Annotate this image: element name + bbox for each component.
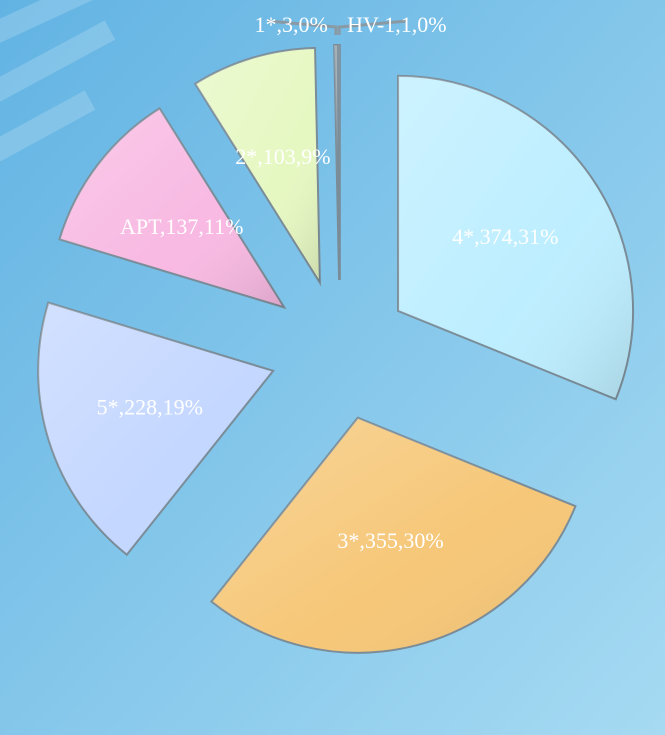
- slice-label: 4*,374,31%: [452, 224, 558, 249]
- slice-label: APT,137,11%: [120, 214, 243, 239]
- slice-shade: [334, 45, 340, 281]
- slice-label: 1*,3,0%: [255, 12, 328, 37]
- slice-shade: [211, 417, 576, 653]
- slice-shade: [338, 45, 340, 281]
- slice-label: HV-1,1,0%: [347, 12, 446, 37]
- decor-stripes: [0, 0, 116, 162]
- slice-label: 2*,103,9%: [235, 144, 330, 169]
- slice-label: 5*,228,19%: [97, 394, 203, 419]
- slice-shade: [59, 108, 285, 308]
- slice-label: 3*,355,30%: [337, 528, 443, 553]
- leader-line: [337, 19, 408, 36]
- slice-shade: [195, 47, 320, 283]
- slice-shade: [38, 302, 274, 555]
- leader-line: [267, 19, 338, 36]
- slice-shade: [398, 75, 634, 400]
